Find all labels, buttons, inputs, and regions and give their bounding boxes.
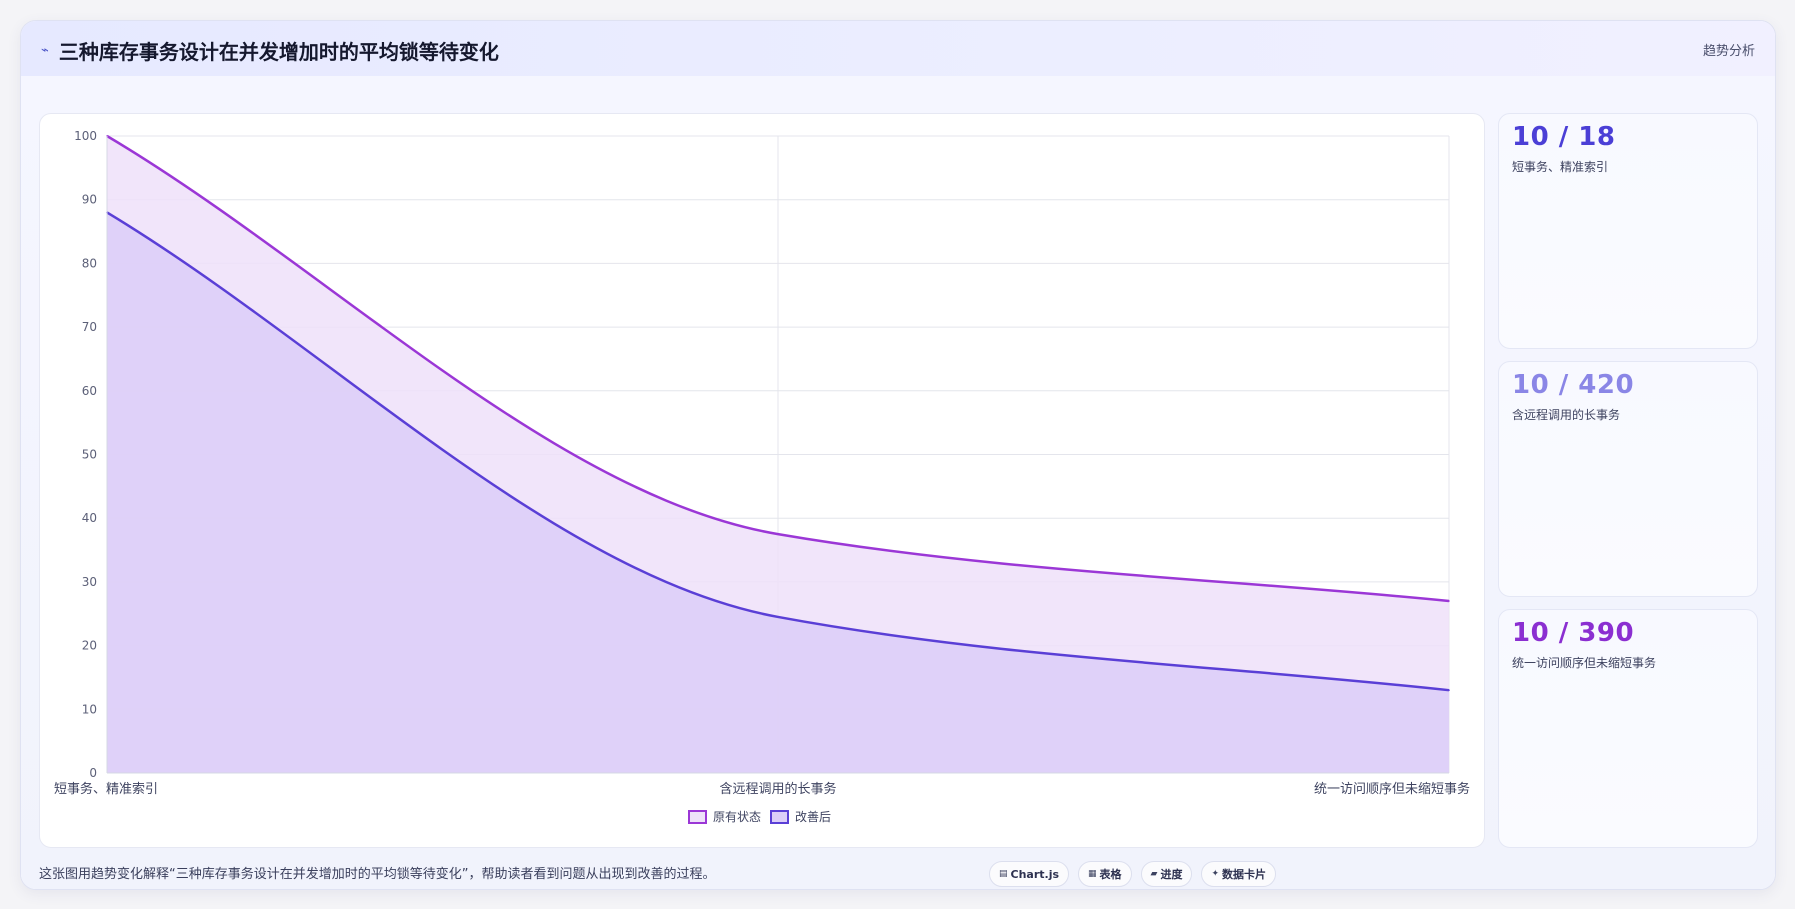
legend-label: 改善后 [795, 809, 831, 824]
stat-label: 短事务、精准索引 [1512, 160, 1609, 174]
stat-value: 10 / 420 [1512, 370, 1635, 400]
data-point [1448, 600, 1450, 602]
stat-card-1: 10 / 18 短事务、精准索引 [1498, 113, 1758, 349]
stat-label: 统一访问顺序但未缩短事务 [1512, 656, 1657, 670]
legend-label: 原有状态 [713, 810, 761, 824]
stat-value: 10 / 18 [1512, 122, 1616, 152]
y-tick-label: 80 [82, 256, 97, 270]
chart-panel: 0 10 20 30 40 50 60 70 80 90 100 短事务、精准索引 含远程调用的长事务 统… [39, 113, 1485, 848]
y-tick-label: 100 [74, 129, 97, 143]
pill-progress[interactable]: ▰ 进度 [1140, 861, 1193, 887]
legend-swatch [770, 810, 789, 824]
pill-data-card[interactable]: ✦ 数据卡片 [1201, 861, 1277, 887]
y-tick-label: 0 [89, 766, 97, 780]
trend-line-icon: ⌁ [41, 42, 49, 58]
pill-chartjs[interactable]: ▤ Chart.js [989, 861, 1070, 887]
stat-card-3: 10 / 390 统一访问顺序但未缩短事务 [1498, 609, 1758, 848]
y-tick-label: 60 [82, 384, 97, 398]
data-point [777, 616, 779, 618]
y-tick-label: 10 [82, 702, 97, 716]
data-point [777, 533, 779, 535]
pill-label: 进度 [1160, 868, 1183, 881]
pill-label: 数据卡片 [1222, 868, 1267, 881]
y-tick-label: 20 [82, 639, 97, 653]
stat-card-2: 10 / 420 含远程调用的长事务 [1498, 361, 1758, 597]
progress-icon: ▰ [1150, 869, 1158, 879]
x-tick-label: 含远程调用的长事务 [719, 781, 836, 797]
stat-value: 10 / 390 [1512, 618, 1635, 648]
x-tick-label: 短事务、精准索引 [54, 781, 158, 797]
table-icon: ▦ [1088, 869, 1097, 879]
chart-icon: ▤ [999, 869, 1008, 879]
card-body: 0 10 20 30 40 50 60 70 80 90 100 短事务、精准索引 含远程调用的长事务统… [21, 76, 1775, 889]
y-tick-label: 30 [82, 575, 97, 589]
chart-card: ⌁ 三种库存事务设计在并发增加时的平均锁等待变化 趋势分析 0 10 20 30 40 5… [20, 20, 1776, 890]
series-line-1 [106, 134, 1450, 603]
pill-label: 表格 [1099, 868, 1122, 881]
card-header: ⌁ 三种库存事务设计在并发增加时的平均锁等待变化 趋势分析 [21, 21, 1775, 77]
chart-description: 这张图用趋势变化解释“三种库存事务设计在并发增加时的平均锁等待变化”，帮助读者看… [39, 867, 716, 882]
pill-label: Chart.js [1010, 867, 1060, 881]
series-area-2 [107, 212, 1449, 773]
format-pills: ▤ Chart.js ▦ 表格 ▰ 进度 ✦ 数据卡片 [989, 861, 1277, 887]
sparkle-icon: ✦ [1211, 869, 1220, 879]
area-chart: 0 10 20 30 40 50 60 70 80 90 100 短事务、精准索引 含远程调用的长事务 统… [54, 129, 1470, 824]
data-point [1448, 689, 1450, 691]
y-tick-label: 40 [82, 511, 97, 525]
pill-table[interactable]: ▦ 表格 [1078, 861, 1132, 887]
analysis-tag: 趋势分析 [1702, 44, 1755, 59]
y-tick-label: 70 [82, 320, 97, 334]
y-tick-label: 90 [82, 193, 97, 207]
x-tick-label: 统一访问顺序但未缩短事务 [1314, 781, 1470, 797]
y-tick-label: 50 [82, 448, 97, 462]
stat-label: 含远程调用的长事务 [1512, 408, 1621, 422]
title-group: ⌁ 三种库存事务设计在并发增加时的平均锁等待变化 [41, 36, 499, 64]
page-title: 三种库存事务设计在并发增加时的平均锁等待变化 [58, 39, 499, 64]
legend-swatch [688, 810, 707, 824]
